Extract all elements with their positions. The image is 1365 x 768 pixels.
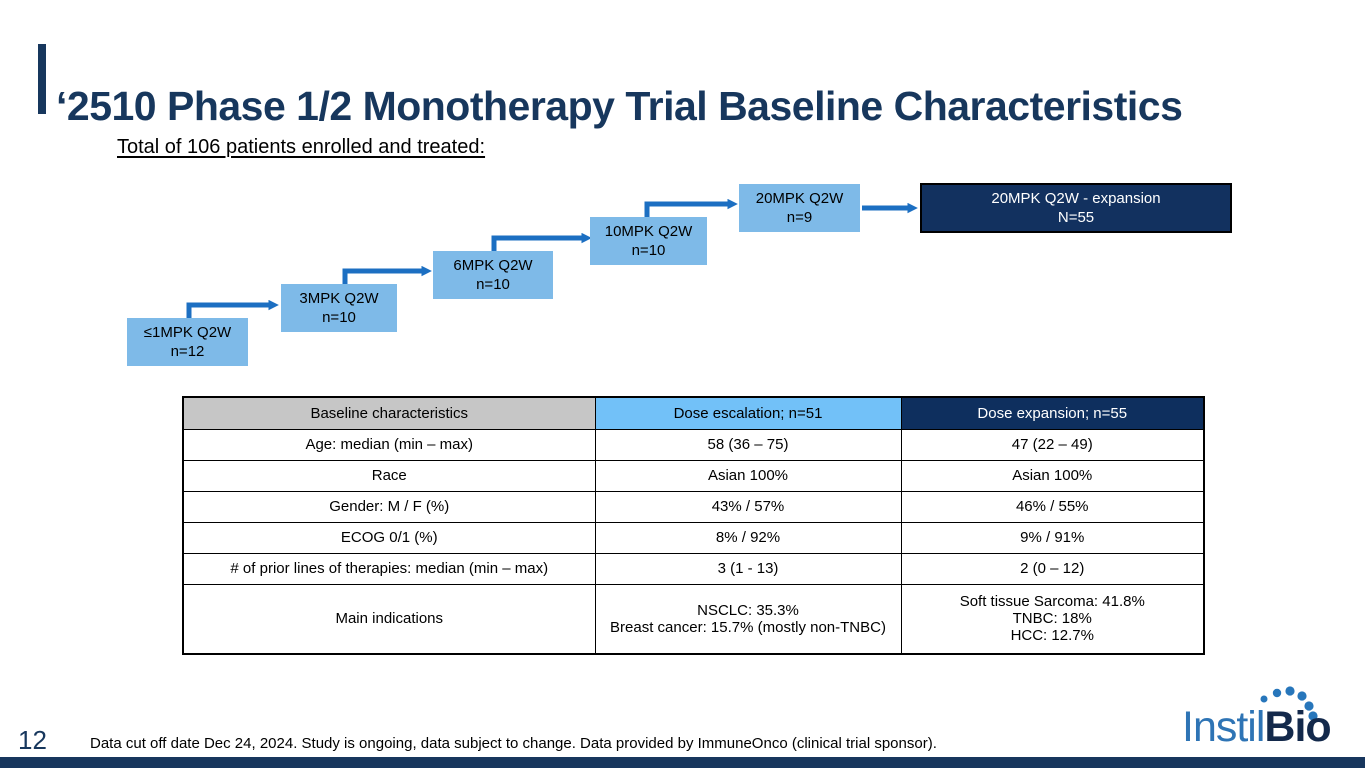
page-number: 12 [18,725,47,755]
escalation-value: NSCLC: 35.3% Breast cancer: 15.7% (mostl… [594,583,902,655]
cohort-dose-label: 3MPK Q2W [299,290,379,307]
escalation-value: 43% / 57% [594,490,902,523]
expansion-value: 46% / 55% [900,490,1205,523]
data-cutoff-footnote: Data cut off date Dec 24, 2024. Study is… [90,735,937,752]
table-row-gender: Gender: M / F (%) 43% / 57% 46% / 55% [182,490,1205,523]
dose-expansion-box: 20MPK Q2W - expansion N=55 [920,183,1232,233]
table-row-ecog: ECOG 0/1 (%) 8% / 92% 9% / 91% [182,521,1205,554]
escalation-value: 8% / 92% [594,521,902,554]
row-label: # of prior lines of therapies: median (m… [182,552,596,585]
row-label: ECOG 0/1 (%) [182,521,596,554]
instilbio-logo: InstilBio [1180,684,1365,758]
expansion-value: 47 (22 – 49) [900,428,1205,461]
cohort-dose-label: 20MPK Q2W [755,190,844,207]
table-header-row: Baseline characteristics Dose escalation… [182,396,1205,430]
escalation-value: 58 (36 – 75) [594,428,902,461]
dose-cohort-box-6mpk: 6MPK Q2W n=10 [433,251,553,299]
row-label: Main indications [182,583,596,655]
baseline-characteristics-table: Baseline characteristics Dose escalation… [182,396,1205,655]
expansion-value: 9% / 91% [900,521,1205,554]
cohort-dose-label: 20MPK Q2W - expansion [991,190,1161,207]
subtitle-enrollment-total: Total of 106 patients enrolled and treat… [117,136,486,158]
dose-cohort-box-10mpk: 10MPK Q2W n=10 [590,217,707,265]
escalation-value: Asian 100% [594,459,902,492]
cohort-dose-label: 10MPK Q2W [604,223,693,240]
table-row-race: Race Asian 100% Asian 100% [182,459,1205,492]
cohort-n-label: n=10 [631,242,666,259]
expansion-value: 2 (0 – 12) [900,552,1205,585]
logo-wordmark: InstilBio [1182,703,1332,751]
dose-escalation-arrow-4 [644,198,738,217]
row-label: Race [182,459,596,492]
cohort-n-label: N=55 [1057,209,1095,226]
title-accent-bar [38,44,46,114]
header-dose-escalation: Dose escalation; n=51 [594,396,902,430]
header-dose-expansion: Dose expansion; n=55 [900,396,1205,430]
cohort-n-label: n=10 [322,309,356,326]
logo-text-instil: Instil [1182,703,1265,751]
cohort-dose-label: 6MPK Q2W [453,257,533,274]
logo-text-bio: Bio [1264,703,1331,751]
dose-cohort-box-3mpk: 3MPK Q2W n=10 [281,284,397,332]
header-baseline-characteristics: Baseline characteristics [182,396,596,430]
cohort-dose-label: ≤1MPK Q2W [143,324,232,341]
table-row-main-indications: Main indications NSCLC: 35.3% Breast can… [182,583,1205,655]
table-row-age: Age: median (min – max) 58 (36 – 75) 47 … [182,428,1205,461]
row-label: Age: median (min – max) [182,428,596,461]
dose-escalation-arrow-2 [342,265,432,284]
logo-dots-arc [1260,686,1318,721]
page-title: ‘2510 Phase 1/2 Monotherapy Trial Baseli… [56,83,1183,130]
expansion-value: Asian 100% [900,459,1205,492]
dose-escalation-arrow-3 [491,232,592,251]
cohort-n-label: n=12 [170,343,205,360]
bottom-accent-bar [0,757,1365,768]
dose-cohort-box-1mpk: ≤1MPK Q2W n=12 [127,318,248,366]
cohort-n-label: n=9 [786,209,813,226]
dose-cohort-box-20mpk: 20MPK Q2W n=9 [739,184,860,232]
row-label: Gender: M / F (%) [182,490,596,523]
table-row-prior-lines: # of prior lines of therapies: median (m… [182,552,1205,585]
cohort-n-label: n=10 [476,276,510,293]
escalation-value: 3 (1 - 13) [594,552,902,585]
expansion-value: Soft tissue Sarcoma: 41.8% TNBC: 18% HCC… [900,583,1205,655]
dose-escalation-arrow-1 [186,299,279,318]
